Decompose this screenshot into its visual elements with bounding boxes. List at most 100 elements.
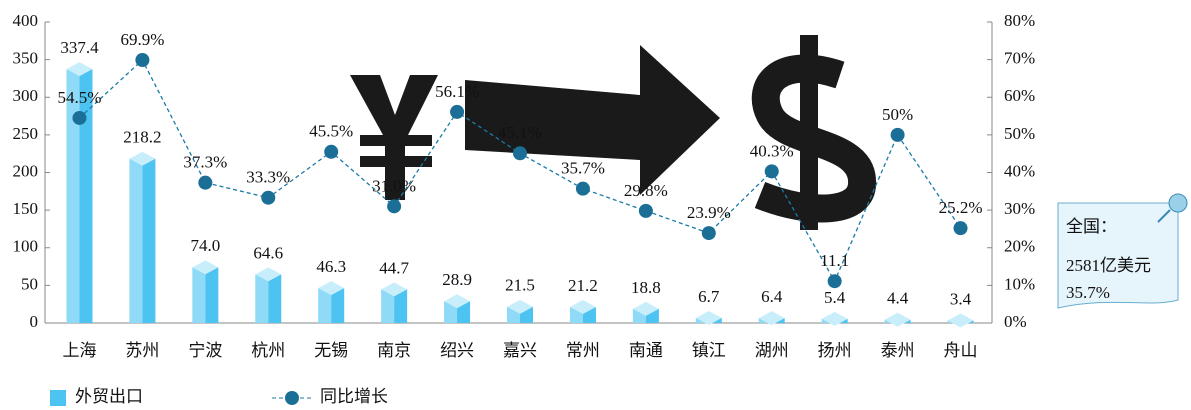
y-tick-label: 50 [21, 274, 38, 293]
line-value-label: 31.0% [372, 176, 416, 195]
line-value-label: 45.5% [309, 122, 353, 141]
bar-value-label: 6.7 [698, 287, 720, 306]
y2-tick-label: 50% [1004, 124, 1035, 143]
line-value-label: 50% [882, 105, 913, 124]
line-value-label: 56.1% [435, 82, 479, 101]
legend-swatch [50, 390, 66, 406]
note-text: 35.7% [1066, 283, 1110, 302]
bar [444, 301, 458, 323]
y2-tick-label: 70% [1004, 49, 1035, 68]
y2-tick-label: 30% [1004, 199, 1035, 218]
x-tick-label: 常州 [566, 341, 600, 360]
bar-side [457, 301, 471, 323]
bar-value-label: 44.7 [379, 258, 409, 277]
bar-value-label: 3.4 [950, 289, 972, 308]
bar-value-label: 5.4 [824, 288, 846, 307]
y-tick-label: 100 [13, 237, 39, 256]
bar-top [444, 294, 471, 309]
bar-side [142, 158, 156, 323]
bar-top [695, 310, 722, 325]
line-value-label: 45.1% [498, 123, 542, 142]
bar-side [205, 267, 219, 323]
bar-top [129, 151, 156, 166]
bar-top [66, 62, 93, 77]
note-box [1057, 202, 1179, 309]
bar-value-label: 218.2 [123, 128, 161, 147]
bar-top [884, 312, 911, 327]
bar [255, 274, 269, 323]
line-marker [450, 104, 465, 119]
y-tick-label: 150 [13, 199, 39, 218]
x-tick-label: 宁波 [188, 341, 222, 360]
x-tick-label: 嘉兴 [503, 341, 537, 360]
note-text: 全国： [1066, 217, 1117, 236]
bar-top [569, 300, 596, 315]
y-tick-label: 200 [13, 161, 39, 180]
x-tick-label: 绍兴 [440, 341, 474, 360]
legend-label: 同比增长 [320, 387, 388, 406]
line-marker [135, 53, 150, 68]
y-tick-label: 0 [30, 312, 39, 331]
line-value-label: 37.3% [183, 153, 227, 172]
bar-top [947, 313, 974, 328]
y2-tick-label: 10% [1004, 274, 1035, 293]
pin [1168, 193, 1188, 213]
y-tick-label: 300 [13, 86, 39, 105]
bar-side [79, 69, 93, 323]
line-value-label: 25.2% [939, 198, 983, 217]
x-tick-label: 南京 [377, 341, 411, 360]
x-tick-label: 无锡 [314, 341, 348, 360]
bar-top [758, 311, 785, 326]
bar-top [381, 282, 408, 297]
bar-value-label: 21.2 [568, 276, 598, 295]
legend-label: 外贸出口 [75, 387, 143, 406]
line-value-label: 54.5% [58, 88, 102, 107]
y-tick-label: 400 [13, 11, 39, 30]
line-marker [198, 175, 213, 190]
bar-top [318, 281, 345, 296]
bar-value-label: 28.9 [442, 270, 472, 289]
bar-value-label: 74.0 [190, 236, 220, 255]
bar-side [331, 288, 345, 323]
decoration [350, 35, 876, 230]
line-marker [575, 181, 590, 196]
line-marker [513, 146, 527, 161]
line-marker [890, 127, 905, 142]
note-text: 2581亿美元 [1066, 256, 1151, 275]
y2-tick-label: 20% [1004, 237, 1035, 256]
y2-tick-label: 60% [1004, 86, 1035, 105]
y2-tick-label: 80% [1004, 11, 1035, 30]
x-tick-label: 上海 [62, 341, 96, 360]
bar-top [632, 301, 659, 316]
line-marker [72, 110, 87, 125]
y2-tick-label: 40% [1004, 161, 1035, 180]
line-value-label: 33.3% [246, 168, 290, 187]
bar-side [268, 274, 282, 323]
bar-top [507, 299, 533, 314]
y2-tick-label: 0% [1004, 312, 1027, 331]
y-tick-label: 350 [13, 49, 39, 68]
bar-side [394, 289, 408, 323]
bar-value-label: 18.8 [631, 278, 661, 297]
x-tick-label: 湖州 [755, 341, 789, 360]
line-marker [953, 221, 968, 236]
x-tick-label: 南通 [629, 341, 663, 360]
pin [1157, 209, 1171, 223]
line-marker [764, 164, 779, 179]
line-value-label: 29.8% [624, 181, 668, 200]
bar-value-label: 21.5 [505, 276, 535, 295]
line-value-label: 23.9% [687, 203, 731, 222]
line-value-label: 11.1 [820, 251, 849, 270]
bar-value-label: 64.6 [253, 243, 283, 262]
y-tick-label: 250 [13, 124, 39, 143]
line-value-label: 35.7% [561, 159, 605, 178]
bar [192, 267, 206, 323]
bar-top [821, 311, 848, 326]
bar-top [192, 260, 219, 275]
bar [129, 158, 143, 323]
bar-value-label: 4.4 [887, 289, 909, 308]
line-marker [701, 226, 716, 241]
x-tick-label: 镇江 [692, 341, 726, 360]
bar-value-label: 6.4 [761, 287, 783, 306]
